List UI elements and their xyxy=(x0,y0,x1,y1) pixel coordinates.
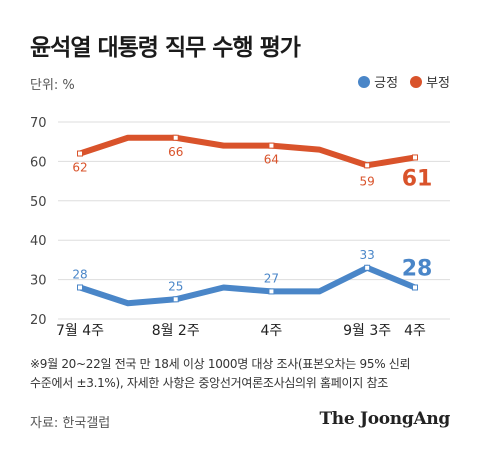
footnote-line-2: 수준에서 ±3.1%), 자세한 사항은 중앙선거여론조사심의위 홈페이지 참조 xyxy=(30,376,389,390)
legend-item-positive: 긍정 xyxy=(358,72,398,91)
legend-item-negative: 부정 xyxy=(410,72,450,91)
data-label: 66 xyxy=(168,145,183,159)
brand-logo: The JoongAng xyxy=(319,409,450,429)
data-point xyxy=(77,150,83,157)
data-label: 25 xyxy=(168,279,183,293)
data-point xyxy=(172,296,179,303)
x-tick-label: 4주 xyxy=(261,323,283,339)
data-label: 64 xyxy=(264,153,279,167)
source-label: 자료: 한국갤럽 xyxy=(30,416,111,431)
y-tick-label: 40 xyxy=(30,234,47,249)
footnote-line-1: ※9월 20~22일 전국 만 18세 이상 1000명 대상 조사(표본오차는… xyxy=(30,357,411,371)
data-point xyxy=(364,162,371,169)
final-value-label: 61 xyxy=(402,166,433,191)
data-label: 27 xyxy=(264,271,279,285)
x-tick-label: 4주 xyxy=(404,323,426,339)
data-point xyxy=(364,264,371,271)
footnote: ※9월 20~22일 전국 만 18세 이상 1000명 대상 조사(표본오차는… xyxy=(30,355,460,393)
data-label: 62 xyxy=(72,161,87,175)
data-label: 59 xyxy=(360,174,375,188)
y-tick-label: 70 xyxy=(30,116,47,131)
data-label: 28 xyxy=(72,267,87,281)
x-tick-label: 9월 3주 xyxy=(343,323,391,339)
data-point xyxy=(412,284,418,291)
data-point xyxy=(412,154,418,161)
legend-dot-negative xyxy=(410,75,423,88)
y-tick-label: 20 xyxy=(30,313,47,328)
chart-title: 윤석열 대통령 직무 수행 평가 xyxy=(30,35,301,61)
final-value-label: 28 xyxy=(402,256,433,281)
data-label: 33 xyxy=(360,248,375,262)
line-chart: 20 30 40 50 60 70 7월 4주 8월 2주 4주 9월 3주 4주 62 66 64 59 6… xyxy=(30,116,450,339)
series-line xyxy=(77,264,418,307)
data-point xyxy=(77,284,83,291)
series-line xyxy=(77,134,418,169)
legend-label-positive: 긍정 xyxy=(374,76,399,91)
y-tick-label: 60 xyxy=(30,155,47,170)
data-point xyxy=(268,142,275,149)
data-point xyxy=(172,134,179,141)
legend-label-negative: 부정 xyxy=(426,76,450,91)
y-tick-label: 50 xyxy=(30,195,47,210)
y-tick-label: 30 xyxy=(30,274,47,289)
legend: 긍정 부정 xyxy=(358,72,450,91)
unit-label: 단위: % xyxy=(30,78,75,93)
legend-dot-positive xyxy=(358,75,371,88)
x-tick-label: 7월 4주 xyxy=(56,323,104,339)
data-point xyxy=(268,288,275,295)
x-tick-label: 8월 2주 xyxy=(152,323,200,339)
